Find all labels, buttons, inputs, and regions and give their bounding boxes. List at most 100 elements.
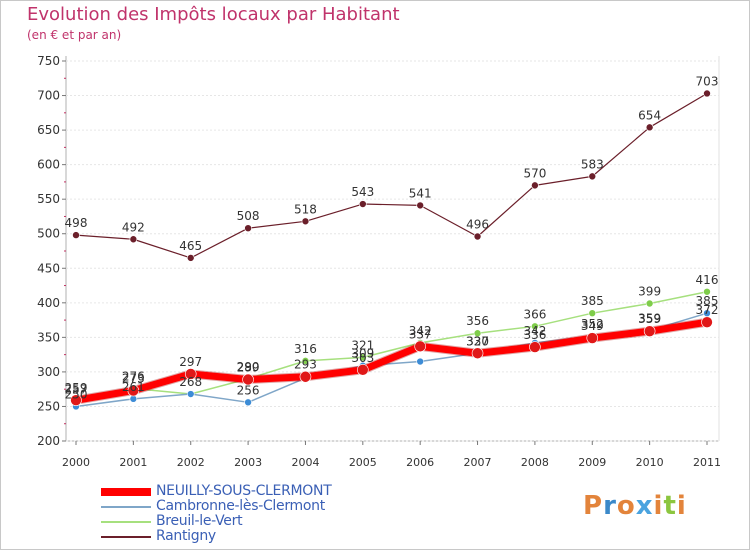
- data-point: [301, 217, 310, 226]
- logo-letter: t: [663, 491, 677, 521]
- y-tick-label: 500: [37, 227, 60, 241]
- data-label: 399: [638, 285, 661, 299]
- data-label: 342: [523, 324, 546, 338]
- data-label: 654: [638, 108, 661, 122]
- data-label: 498: [65, 216, 88, 230]
- data-label: 337: [409, 327, 432, 341]
- data-label: 276: [122, 369, 145, 383]
- data-point: [531, 181, 539, 190]
- chart-title: Evolution des Impôts locaux par Habitant: [27, 4, 400, 25]
- x-tick-label: 2000: [62, 456, 90, 469]
- data-point: [473, 329, 482, 338]
- data-label: 416: [696, 273, 719, 287]
- data-label: 259: [65, 381, 88, 395]
- data-point: [471, 347, 484, 360]
- y-tick-label: 750: [37, 54, 60, 68]
- logo-letter: i: [653, 491, 664, 521]
- data-label: 256: [237, 383, 260, 397]
- proxiti-logo: Proxiti: [583, 491, 687, 521]
- data-point: [643, 325, 656, 337]
- data-label: 465: [179, 239, 202, 253]
- data-label: 321: [351, 338, 374, 352]
- data-label: 289: [237, 361, 260, 375]
- data-point: [645, 299, 654, 308]
- data-point: [359, 200, 367, 208]
- x-tick-label: 2009: [578, 456, 606, 469]
- legend-label: Cambronne-lès-Clermont: [156, 498, 325, 514]
- legend-label: NEUILLY-SOUS-CLERMONT: [156, 483, 332, 499]
- data-point: [186, 390, 195, 398]
- data-point: [531, 322, 539, 331]
- data-label: 330: [466, 334, 489, 348]
- data-point: [529, 341, 541, 353]
- data-label: 352: [581, 317, 604, 331]
- data-label: 518: [294, 202, 317, 216]
- y-tick-label: 650: [37, 123, 60, 137]
- data-label: 366: [523, 307, 546, 321]
- data-label: 273: [122, 372, 145, 386]
- data-point: [359, 353, 367, 362]
- data-label: 297: [179, 355, 202, 369]
- legend-swatch: [101, 521, 151, 523]
- data-label: 372: [696, 303, 719, 317]
- data-label: 356: [466, 314, 489, 328]
- data-label: 316: [294, 342, 317, 356]
- data-point: [301, 357, 310, 365]
- data-label: 570: [523, 166, 546, 180]
- data-label: 583: [581, 157, 604, 171]
- x-tick-label: 2011: [693, 456, 721, 469]
- data-label: 327: [466, 334, 489, 348]
- data-point: [244, 224, 252, 232]
- y-tick-label: 550: [37, 192, 60, 206]
- x-tick-label: 2003: [234, 456, 262, 469]
- data-point: [244, 398, 252, 407]
- data-label: 257: [65, 383, 88, 397]
- data-point: [588, 172, 597, 181]
- data-label: 309: [351, 347, 374, 361]
- data-label: 290: [237, 360, 260, 374]
- data-point: [299, 370, 312, 383]
- series-line: [75, 92, 708, 259]
- data-point: [186, 254, 195, 262]
- data-label: 496: [466, 217, 489, 231]
- data-label: 541: [409, 186, 432, 200]
- legend-label: Breuil-le-Vert: [156, 513, 243, 529]
- data-point: [703, 287, 711, 296]
- data-label: 359: [638, 311, 661, 325]
- data-label: 543: [351, 185, 374, 199]
- data-point: [473, 232, 482, 241]
- x-tick-label: 2005: [349, 456, 377, 469]
- data-point: [416, 201, 424, 210]
- data-point: [72, 231, 80, 239]
- data-label: 385: [696, 294, 719, 308]
- data-label: 268: [179, 375, 202, 389]
- data-point: [129, 235, 138, 244]
- chart-subtitle: (en € et par an): [27, 28, 122, 42]
- data-label: 261: [122, 380, 145, 394]
- data-point: [416, 357, 424, 366]
- y-tick-label: 450: [37, 261, 60, 275]
- y-tick-label: 400: [37, 296, 60, 310]
- data-point: [588, 309, 597, 317]
- logo-letter: P: [583, 491, 604, 521]
- logo-letter: x: [635, 491, 654, 521]
- data-point: [184, 368, 197, 380]
- data-label: 703: [696, 74, 719, 88]
- y-tick-label: 700: [37, 89, 60, 103]
- logo-letter: i: [676, 491, 687, 521]
- data-point: [414, 340, 426, 353]
- data-label: 293: [294, 358, 317, 372]
- data-point: [703, 89, 711, 98]
- data-point: [586, 332, 599, 344]
- x-tick-label: 2006: [406, 456, 434, 469]
- x-tick-label: 2002: [177, 456, 205, 469]
- legend-label: Rantigny: [156, 528, 216, 544]
- data-label: 359: [638, 312, 661, 326]
- data-label: 385: [581, 294, 604, 308]
- data-point: [645, 123, 654, 132]
- data-label: 250: [65, 387, 88, 401]
- logo-letter: r: [603, 491, 617, 521]
- y-tick-label: 350: [37, 330, 60, 344]
